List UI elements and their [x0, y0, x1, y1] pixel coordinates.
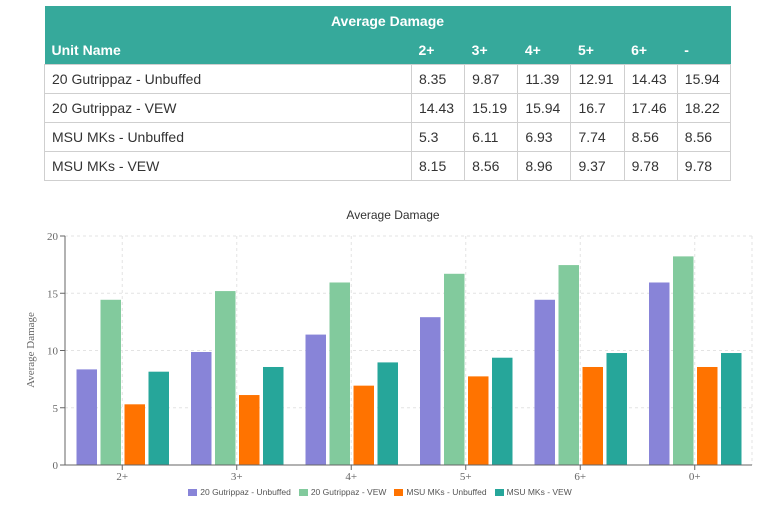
column-header: -: [677, 35, 731, 65]
grid-lines: [65, 235, 753, 465]
bar-msu-mks-vew: [492, 357, 513, 465]
table-row: 20 Gutrippaz - Unbuffed 8.35 9.87 11.39 12.9…: [44, 64, 732, 94]
bar-msu-mks-unbuffed: [239, 395, 260, 465]
table-row: 20 Gutrippaz - VEW 14.43 15.19 15.94 16.7 17.…: [44, 93, 732, 123]
damage-value-cell: 9.87: [464, 64, 519, 94]
damage-value-cell: 6.93: [517, 122, 572, 152]
chart-legend: 20 Gutrippaz - Unbuffed 20 Gutrippaz - VE…: [0, 487, 760, 497]
x-tick-label: 6+: [574, 471, 586, 483]
table-row: MSU MKs - VEW 8.15 8.56 8.96 9.37 9.78 9.78: [44, 151, 732, 181]
column-header: 2+: [411, 35, 465, 65]
damage-value-cell: 8.56: [623, 122, 678, 152]
damage-value-cell: 6.11: [464, 122, 519, 152]
legend-label: MSU MKs - Unbuffed: [406, 487, 487, 497]
bar-20-gutrippaz-unbuffed: [420, 317, 441, 465]
bar-20-gutrippaz-vew: [444, 273, 465, 465]
y-axis-label: Average Damage: [25, 312, 37, 388]
damage-value-cell: 9.78: [623, 151, 678, 181]
damage-value-cell: 8.56: [464, 151, 519, 181]
x-tick-label: 0+: [689, 471, 701, 483]
bar-msu-mks-vew: [148, 371, 169, 465]
column-header: 4+: [517, 35, 571, 65]
legend-item[interactable]: 20 Gutrippaz - Unbuffed: [188, 487, 291, 497]
damage-value-cell: 7.74: [570, 122, 625, 152]
damage-value-cell: 9.78: [676, 151, 732, 181]
column-header: 5+: [570, 35, 625, 65]
damage-value-cell: 8.56: [676, 122, 732, 152]
bars: [76, 256, 742, 465]
damage-value-cell: 5.3: [410, 122, 466, 152]
legend-label: MSU MKs - VEW: [506, 487, 572, 497]
damage-value-cell: 18.22: [676, 93, 732, 123]
bar-20-gutrippaz-vew: [673, 256, 694, 465]
bar-chart: Average Damage Average Damage 0 5 10 15 20 2+…: [25, 208, 753, 483]
unit-name-cell: 20 Gutrippaz - VEW: [44, 93, 412, 123]
legend-item[interactable]: 20 Gutrippaz - VEW: [298, 487, 387, 497]
column-header: 6+: [624, 35, 678, 65]
bar-20-gutrippaz-unbuffed: [305, 334, 326, 465]
bar-msu-mks-vew: [263, 366, 284, 465]
bar-msu-mks-unbuffed: [697, 366, 718, 465]
damage-value-cell: 14.43: [410, 93, 466, 123]
legend-swatch-icon: [494, 489, 504, 496]
bar-msu-mks-unbuffed: [353, 385, 374, 465]
bar-msu-mks-vew: [721, 353, 742, 465]
table-body: 20 Gutrippaz - Unbuffed 8.35 9.87 11.39 12.9…: [44, 64, 732, 181]
unit-name-cell: 20 Gutrippaz - Unbuffed: [44, 64, 412, 94]
y-tick-label: 10: [47, 346, 59, 358]
damage-value-cell: 8.96: [517, 151, 572, 181]
average-damage-table: Average Damage Unit Name 2+ 3+ 4+ 5+ 6+ - 20 G…: [44, 6, 732, 181]
bar-msu-mks-vew: [377, 362, 398, 465]
legend-label: 20 Gutrippaz - VEW: [310, 487, 387, 497]
damage-value-cell: 14.43: [623, 64, 678, 94]
table-row: MSU MKs - Unbuffed 5.3 6.11 6.93 7.74 8.56 8.5…: [44, 122, 732, 152]
legend-item[interactable]: MSU MKs - Unbuffed: [394, 487, 487, 497]
bar-msu-mks-unbuffed: [468, 376, 489, 465]
bar-20-gutrippaz-unbuffed: [191, 351, 212, 465]
damage-value-cell: 9.37: [570, 151, 625, 181]
bar-msu-mks-unbuffed: [124, 404, 145, 465]
bar-20-gutrippaz-vew: [100, 299, 121, 465]
legend-swatch-icon: [298, 489, 308, 496]
table-title: Average Damage: [44, 6, 731, 35]
damage-value-cell: 8.15: [410, 151, 466, 181]
damage-value-cell: 15.94: [517, 93, 572, 123]
bar-20-gutrippaz-unbuffed: [534, 299, 555, 465]
bar-20-gutrippaz-unbuffed: [649, 282, 670, 465]
legend-swatch-icon: [188, 489, 198, 496]
bar-20-gutrippaz-vew: [558, 265, 579, 465]
y-tick-label: 5: [53, 403, 59, 415]
damage-value-cell: 11.39: [517, 64, 572, 94]
y-tick-label: 15: [47, 288, 59, 300]
column-header: Unit Name: [44, 35, 412, 65]
axes: 0 5 10 15 20 2+ 3+ 4+ 5+ 6+ 0+: [47, 231, 752, 483]
bar-msu-mks-vew: [606, 353, 627, 465]
chart-title: Average Damage: [346, 208, 439, 222]
bar-20-gutrippaz-unbuffed: [76, 369, 97, 465]
unit-name-cell: MSU MKs - Unbuffed: [44, 122, 412, 152]
x-tick-label: 4+: [345, 471, 357, 483]
x-tick-label: 3+: [231, 471, 243, 483]
bar-20-gutrippaz-vew: [215, 291, 236, 465]
damage-value-cell: 16.7: [570, 93, 625, 123]
column-header: 3+: [464, 35, 518, 65]
x-tick-label: 5+: [460, 471, 472, 483]
y-tick-label: 0: [53, 460, 59, 472]
legend-label: 20 Gutrippaz - Unbuffed: [200, 487, 291, 497]
damage-value-cell: 12.91: [570, 64, 625, 94]
unit-name-cell: MSU MKs - VEW: [44, 151, 412, 181]
legend-swatch-icon: [394, 489, 404, 496]
bar-20-gutrippaz-vew: [329, 282, 350, 465]
damage-value-cell: 15.19: [464, 93, 519, 123]
damage-value-cell: 8.35: [410, 64, 466, 94]
damage-value-cell: 15.94: [676, 64, 732, 94]
damage-value-cell: 17.46: [623, 93, 678, 123]
y-tick-label: 20: [47, 231, 59, 243]
x-tick-label: 2+: [116, 471, 128, 483]
bar-msu-mks-unbuffed: [582, 366, 603, 465]
table-header-row: Unit Name 2+ 3+ 4+ 5+ 6+ -: [44, 35, 731, 65]
legend-item[interactable]: MSU MKs - VEW: [494, 487, 572, 497]
